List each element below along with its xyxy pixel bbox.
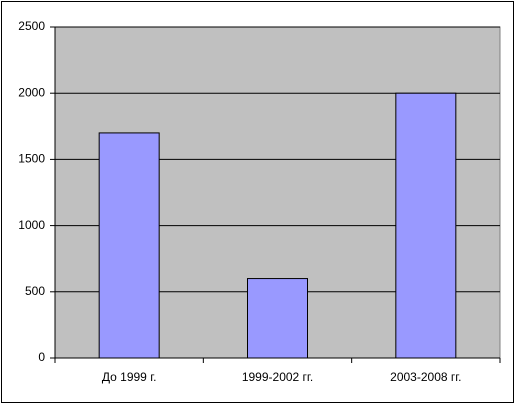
y-tick-label: 2000 [18,85,45,99]
y-tick-label: 500 [25,284,45,298]
bar [395,92,457,359]
x-tick-label: До 1999 г. [102,370,157,384]
y-tick-label: 1000 [18,218,45,232]
bar [247,278,308,359]
bar [98,132,160,359]
x-tick-label: 2003-2008 гг. [390,370,461,384]
y-tick-label: 1500 [18,152,45,166]
x-tick-label: 1999-2002 гг. [242,370,313,384]
y-tick-label: 0 [38,350,45,364]
y-tick-label: 2500 [18,19,45,33]
